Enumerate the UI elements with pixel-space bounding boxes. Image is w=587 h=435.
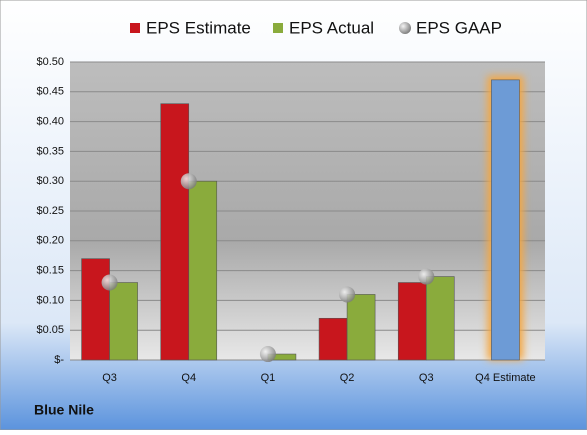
x-tick-label: Q3 (102, 372, 117, 384)
bar (346, 294, 376, 361)
y-tick-label: $0.35 (36, 145, 64, 157)
bar (81, 258, 110, 361)
bar (397, 282, 427, 361)
x-tick-label: Q2 (340, 372, 355, 384)
bar (188, 180, 218, 361)
x-tick-label: Q4 Estimate (475, 372, 536, 384)
y-tick-label: $0.50 (36, 56, 64, 68)
legend-marker (399, 22, 411, 34)
x-tick-label: Q3 (419, 372, 434, 384)
legend-marker (130, 23, 140, 33)
y-tick-label: $- (54, 354, 64, 366)
bar (109, 282, 138, 361)
y-tick-label: $0.15 (36, 265, 64, 277)
y-tick-label: $0.40 (36, 116, 64, 128)
gaap-marker (339, 286, 356, 303)
legend-label: EPS Estimate (146, 18, 251, 37)
bar (160, 103, 190, 361)
y-tick-label: $0.10 (36, 294, 64, 306)
y-tick-label: $0.20 (36, 235, 64, 247)
legend-label: EPS GAAP (416, 18, 502, 37)
bar (491, 79, 520, 361)
y-tick-label: $0.30 (36, 175, 64, 187)
legend-label: EPS Actual (289, 18, 374, 37)
legend-marker (273, 23, 283, 33)
bar (318, 317, 348, 361)
x-tick-label: Q1 (261, 372, 276, 384)
y-tick-label: $0.05 (36, 324, 64, 336)
gaap-marker (180, 173, 197, 190)
x-tick-label: Q4 (181, 372, 196, 384)
y-tick-label: $0.25 (36, 205, 64, 217)
gaap-marker (101, 274, 118, 291)
gaap-marker (418, 268, 435, 285)
gaap-marker (259, 346, 276, 363)
bar (425, 276, 455, 361)
y-tick-label: $0.45 (36, 86, 64, 98)
footer: Blue Nile (34, 402, 94, 418)
